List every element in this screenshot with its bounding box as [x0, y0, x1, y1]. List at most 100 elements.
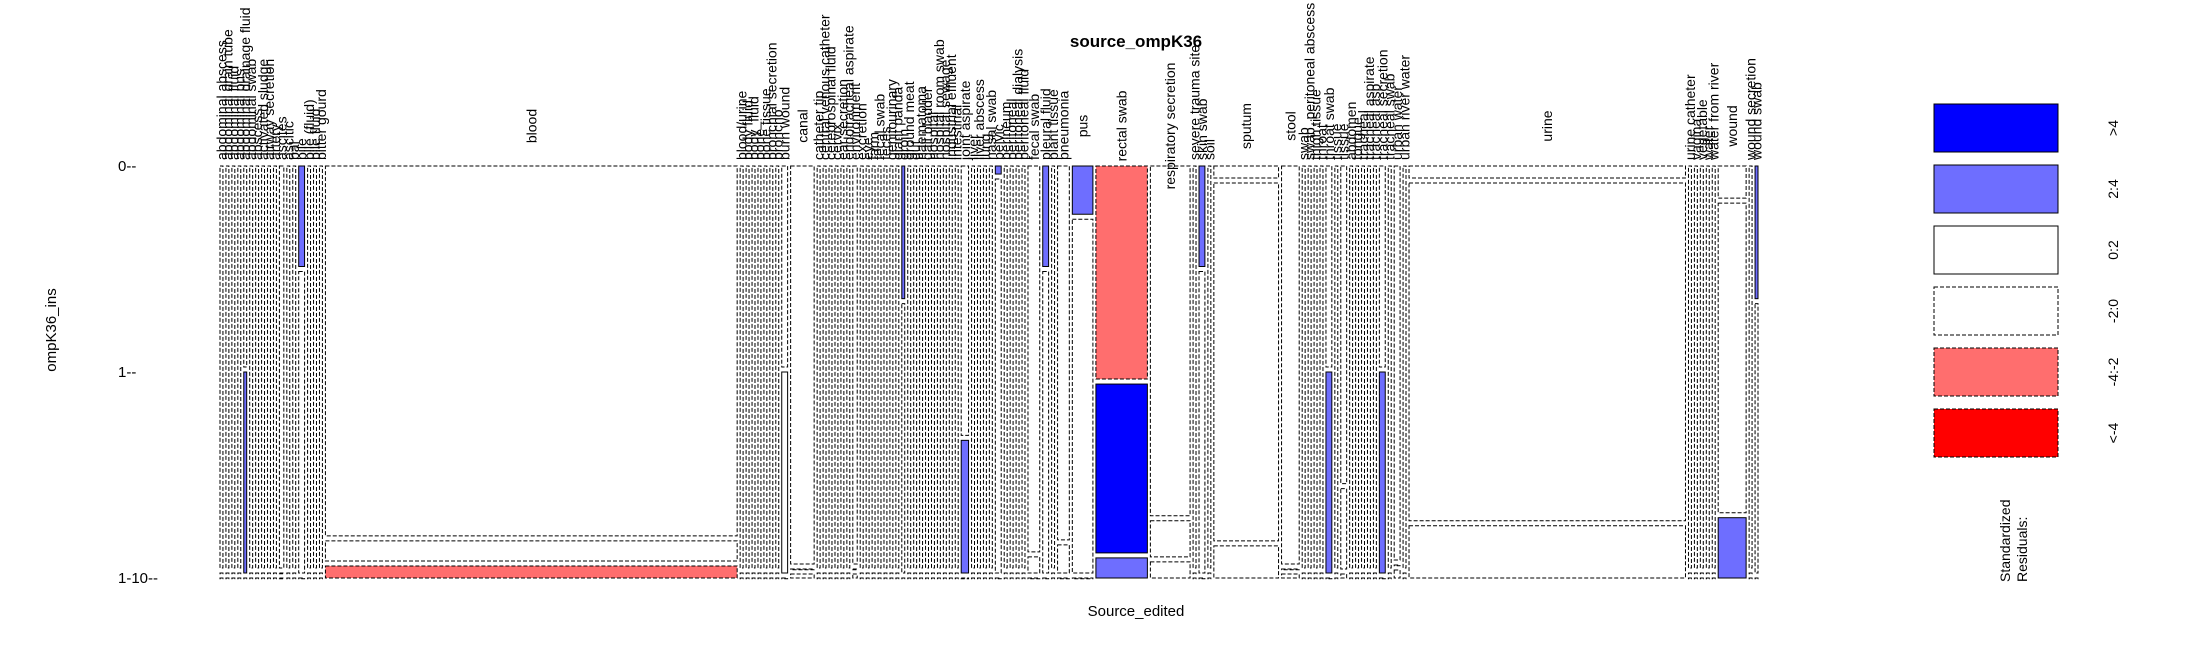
mosaic-tile: [219, 572, 224, 575]
category-label: throat: [1314, 124, 1330, 160]
category-label: abdominal pus: [231, 69, 247, 160]
category-label: lung: [977, 134, 993, 160]
mosaic-tile: [1009, 572, 1014, 575]
category-industrial-effluent: [948, 165, 953, 580]
mosaic-tile: [1349, 577, 1354, 580]
category-skin-swab: [1198, 165, 1206, 580]
legend-label: <-4: [2105, 422, 2121, 443]
mosaic-tile: [278, 165, 285, 569]
category-fecal-swab: [1027, 165, 1041, 580]
mosaic-tile: [1361, 577, 1365, 580]
category-label: wound secretion: [1743, 58, 1759, 161]
mosaic-tile: [775, 165, 780, 569]
category-label: joint aspirate: [957, 80, 973, 161]
category-liver-abscess: [977, 165, 981, 580]
mosaic-tile: [790, 165, 815, 565]
mosaic-tile: [1213, 182, 1280, 542]
mosaic-tile: [1748, 165, 1753, 569]
mosaic-tile: [292, 165, 297, 569]
mosaic-tile: [237, 165, 242, 569]
mosaic-tile: [816, 165, 821, 569]
category-label: bal: [286, 141, 302, 160]
category-label: peritoneal fluid: [1016, 69, 1032, 160]
mosaic-tile: [1281, 573, 1300, 579]
category-tracheal: [1361, 165, 1365, 580]
category-respiratory-secretion: [1149, 165, 1191, 579]
mosaic-tile: [1378, 165, 1386, 368]
mosaic-tile: [982, 577, 987, 580]
category-fecal-swab: [877, 165, 882, 580]
category-lung: [982, 165, 987, 580]
mosaic-tile: [769, 577, 774, 580]
mosaic-tile: [1687, 572, 1692, 575]
category-label: body_fluid: [746, 96, 762, 160]
category-bitter-gourd: [318, 165, 323, 580]
category-label: abdominal abscess: [214, 40, 230, 160]
mosaic-tile: [852, 573, 858, 579]
mosaic-tile: [1198, 577, 1206, 580]
category-pelvic: [994, 165, 1002, 580]
category-abscess: [255, 165, 260, 580]
category-tracheal-swab: [1387, 165, 1392, 580]
category-rectal-swab: [1095, 165, 1148, 579]
mosaic-tile: [1705, 572, 1710, 575]
mosaic-tile: [261, 572, 266, 575]
category-body-fluid: [745, 165, 750, 580]
mosaic-tile: [977, 577, 981, 580]
mosaic-tile: [298, 165, 306, 267]
mosaic-tile: [889, 165, 894, 569]
category-swab-peritoneal-abscess: [1307, 165, 1312, 580]
category-artery: [272, 165, 277, 580]
mosaic-tile: [1301, 572, 1306, 575]
mosaic-tile: [1340, 488, 1348, 570]
mosaic-tile: [1361, 165, 1365, 569]
category-ascites: [278, 165, 285, 580]
mosaic-tile: [1051, 572, 1056, 575]
category-blood-urine: [739, 165, 744, 580]
mosaic-tile: [1021, 572, 1026, 575]
category-label: respiratory secretion: [1162, 63, 1178, 190]
mosaic-tile: [1313, 572, 1318, 575]
category-urban-water: [1393, 165, 1401, 579]
mosaic-tile: [1207, 572, 1212, 575]
mosaic-tile: [745, 165, 750, 569]
mosaic-tile: [883, 577, 888, 580]
mosaic-tile: [1402, 572, 1407, 575]
mosaic-tile: [977, 572, 981, 575]
mosaic-tile: [1334, 165, 1339, 569]
mosaic-tile: [828, 577, 833, 580]
category-body-fluid: [751, 165, 756, 580]
mosaic-tile: [1408, 525, 1686, 579]
category-environment: [852, 165, 858, 579]
mosaic-tile: [775, 577, 780, 580]
mosaic-tile: [859, 577, 864, 580]
legend-label: -2:0: [2105, 299, 2121, 323]
mosaic-tile: [907, 577, 912, 580]
mosaic-tile: [790, 568, 815, 571]
category-label: hospital: [925, 112, 941, 160]
mosaic-tile: [272, 165, 277, 569]
x-axis-label: Source_edited: [1088, 603, 1185, 620]
category-label: endotracheal aspirate: [840, 25, 856, 160]
mosaic-tile: [790, 573, 815, 579]
mosaic-tile: [1699, 572, 1704, 575]
category-label: tracheal secretion: [1374, 49, 1390, 160]
mosaic-tile: [913, 577, 918, 580]
category-label: bile fluid: [307, 109, 323, 160]
category-nasal-swab: [988, 165, 993, 580]
category-abdominal-drain-tube: [225, 165, 230, 580]
category-urban-river-water: [1402, 165, 1407, 580]
category-gall-bladder: [925, 165, 929, 580]
category-giant-panda: [895, 165, 900, 580]
mosaic-tile: [1402, 165, 1407, 569]
mosaic-tile: [324, 565, 738, 579]
mosaic-tile: [971, 577, 975, 580]
mosaic-tile: [261, 577, 266, 580]
category-throat-swab: [1325, 165, 1333, 580]
category-label: rectal swab: [1114, 90, 1130, 161]
mosaic-tile: [1334, 572, 1339, 575]
category-label: vagina: [1688, 119, 1704, 160]
legend-swatch: [1933, 286, 2059, 336]
mosaic-tile: [219, 165, 224, 569]
mosaic-tile: [781, 371, 789, 574]
